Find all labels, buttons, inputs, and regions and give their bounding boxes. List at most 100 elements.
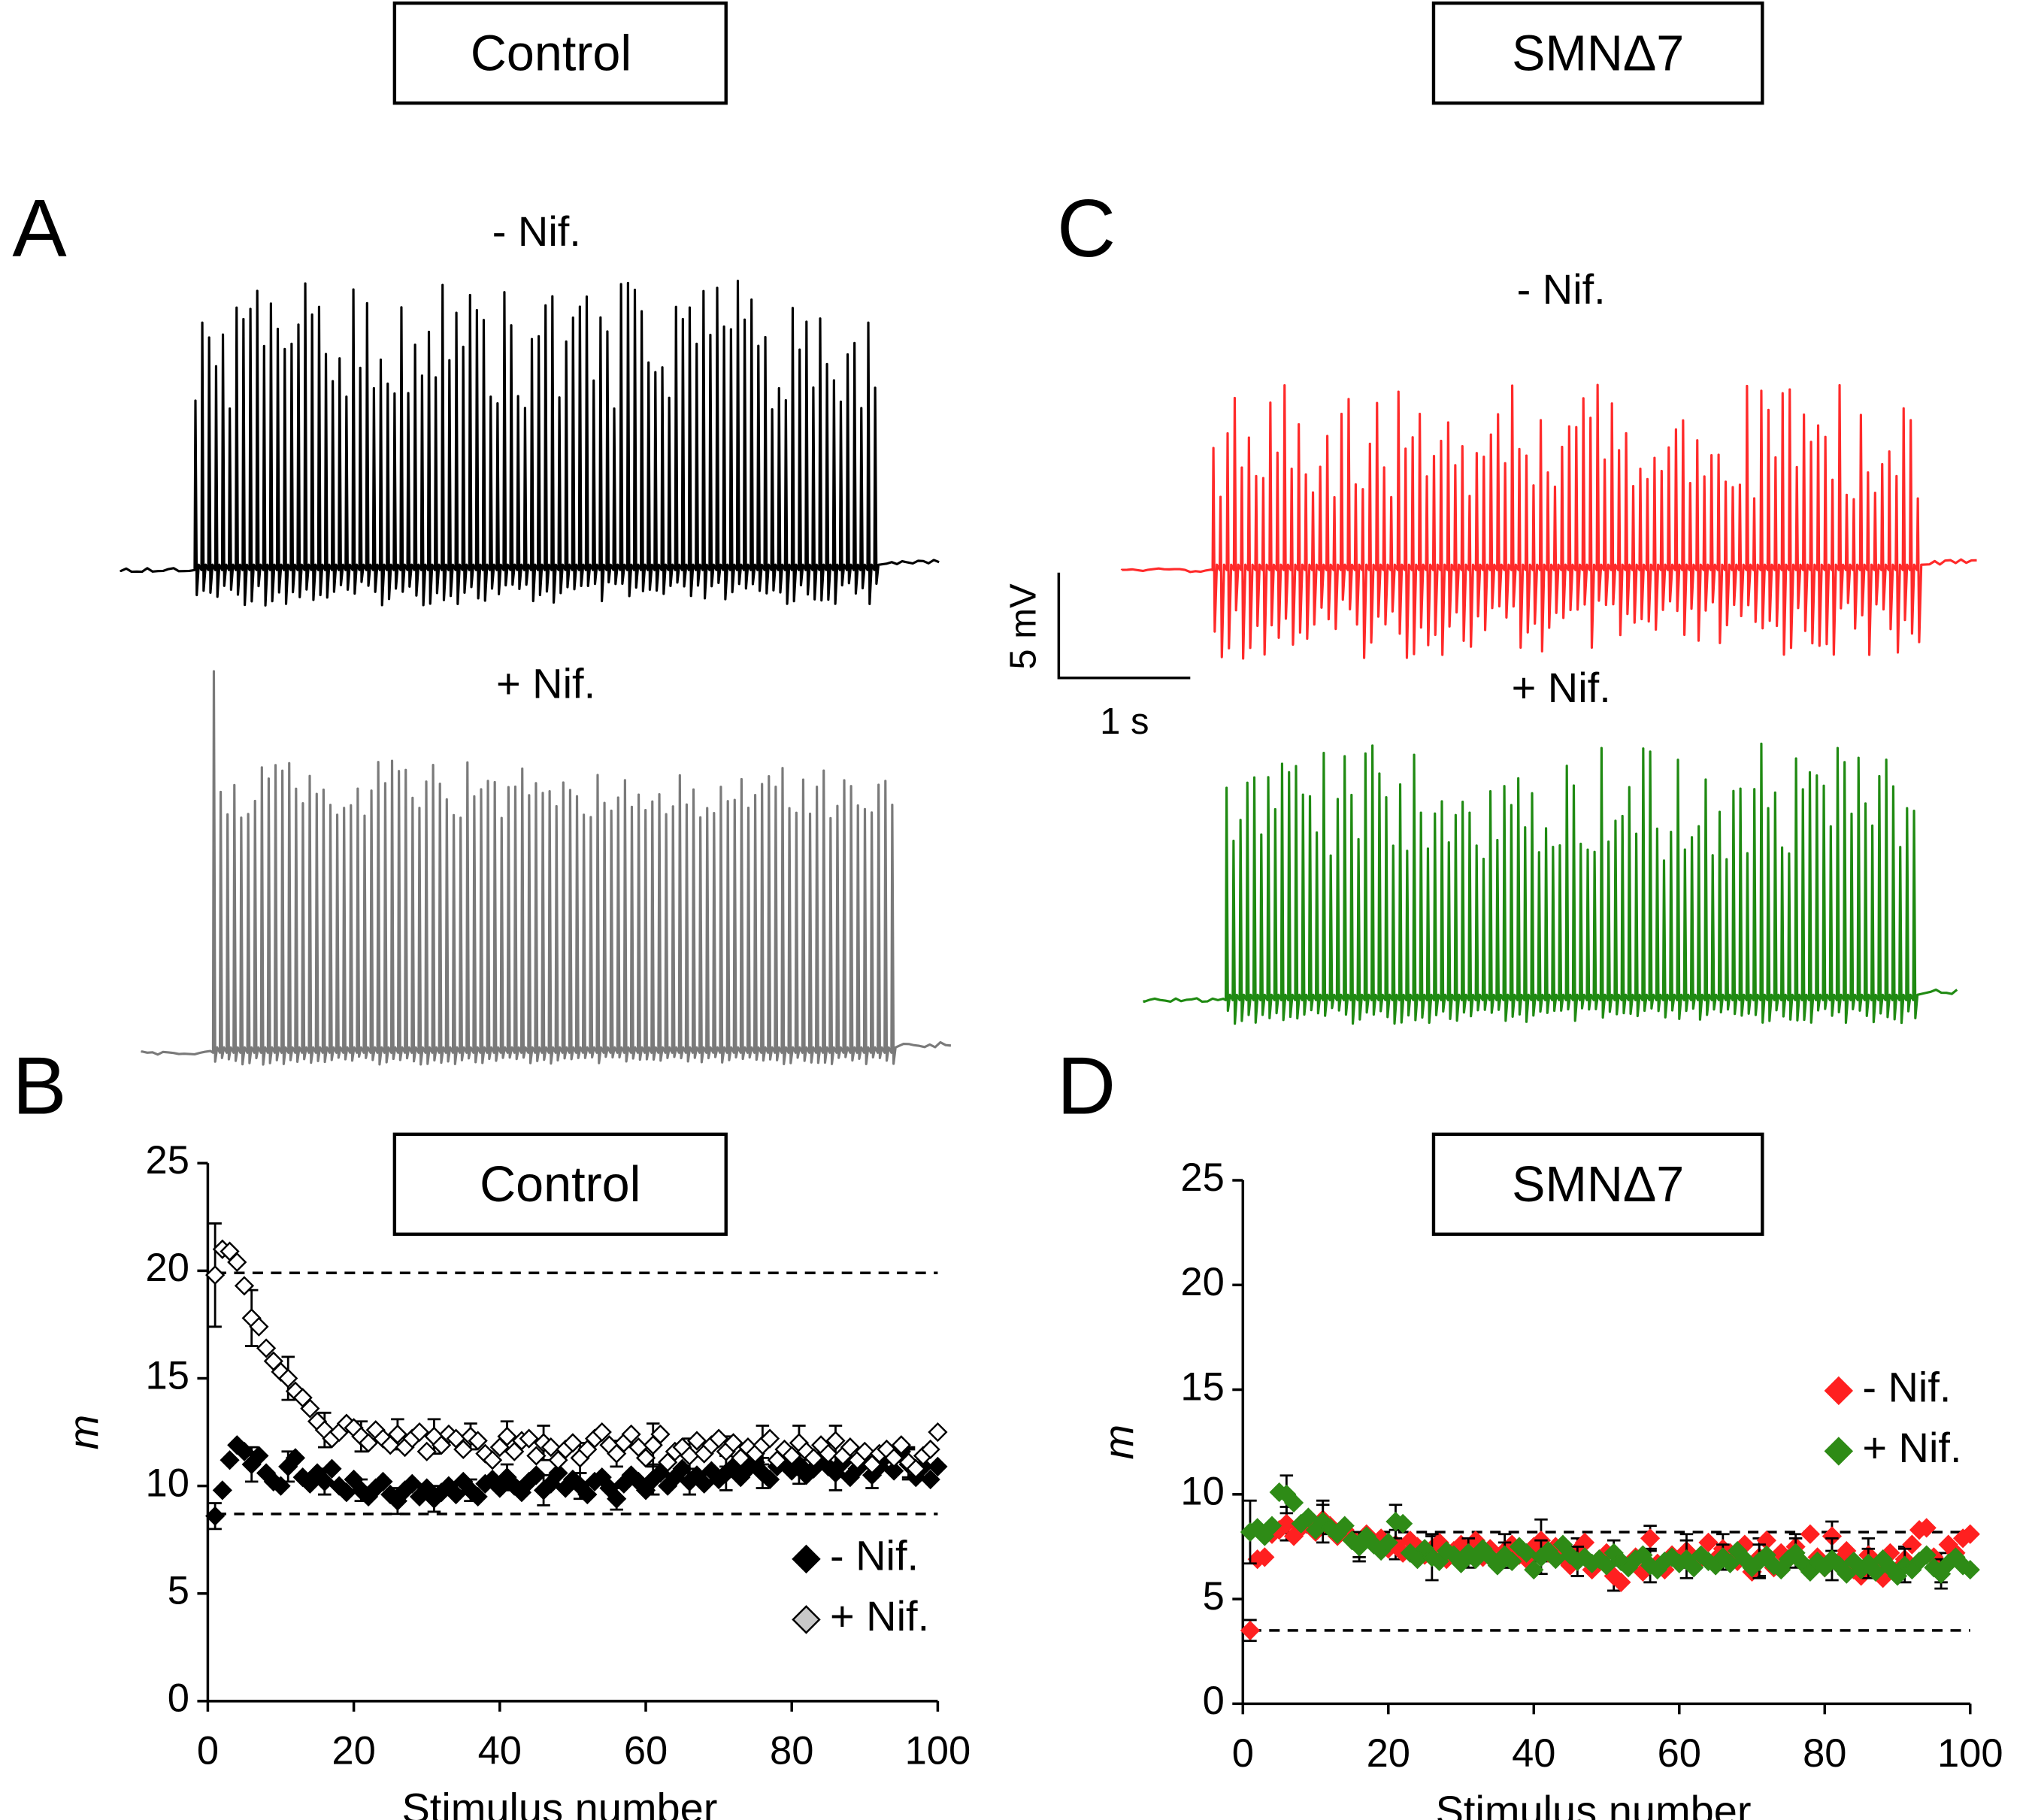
data-point [891, 1435, 911, 1455]
data-point [694, 1473, 714, 1494]
legend-marker [792, 1605, 821, 1634]
data-point [928, 1456, 948, 1476]
data-point [825, 1431, 846, 1451]
data-point [635, 1448, 656, 1468]
y-tick-label: 10 [1180, 1470, 1224, 1514]
data-point [607, 1488, 627, 1509]
panel-letter: B [12, 1040, 66, 1131]
x-tick-label: 80 [1803, 1731, 1846, 1776]
data-point [818, 1443, 838, 1464]
data-point [782, 1446, 802, 1466]
data-point [1393, 1513, 1413, 1534]
data-point [468, 1431, 488, 1451]
data-point [256, 1338, 277, 1358]
header-box [1431, 2, 1764, 105]
data-point [249, 1446, 269, 1466]
y-tick-label: 10 [146, 1461, 189, 1505]
x-axis-label: Stimulus number [1436, 1787, 1752, 1820]
legend-label: + Nif. [1862, 1424, 1961, 1471]
trace-label: + Nif. [496, 660, 595, 707]
data-point [285, 1448, 306, 1468]
data-point [373, 1471, 393, 1491]
legend-label: + Nif. [830, 1592, 929, 1640]
data-point [1837, 1564, 1857, 1584]
data-point [548, 1463, 568, 1483]
header: SMNΔ7 [1512, 26, 1684, 82]
data-point [650, 1424, 671, 1445]
data-point [526, 1465, 547, 1485]
data-point [278, 1368, 298, 1388]
data-point [621, 1424, 641, 1445]
data-point [416, 1441, 437, 1461]
data-point [358, 1433, 379, 1453]
data-point [1916, 1545, 1937, 1565]
data-point [1240, 1620, 1261, 1640]
header-box [392, 2, 728, 105]
y-tick-label: 15 [146, 1353, 189, 1398]
chart-title: Control [480, 1157, 640, 1213]
data-point [1960, 1524, 1980, 1544]
data-point [497, 1426, 517, 1446]
voltage-trace [141, 670, 952, 1066]
y-tick-label: 20 [146, 1246, 189, 1290]
data-point [409, 1422, 430, 1443]
data-point [884, 1448, 904, 1468]
data-point [1698, 1532, 1719, 1552]
scale-bar-label: 5 mV [1004, 583, 1044, 670]
data-point [723, 1433, 743, 1453]
data-point [840, 1437, 860, 1458]
x-axis-label: Stimulus number [401, 1785, 717, 1820]
y-tick-label: 5 [168, 1569, 189, 1613]
data-point [402, 1473, 422, 1494]
data-point [446, 1484, 466, 1505]
data-point [686, 1431, 707, 1451]
legend-marker [792, 1544, 821, 1574]
x-tick-label: 100 [1937, 1731, 2003, 1776]
data-point [483, 1450, 503, 1470]
data-point [314, 1471, 335, 1491]
data-point [920, 1439, 940, 1460]
data-point [205, 1265, 226, 1286]
panel-letter: A [12, 183, 67, 274]
data-point [577, 1484, 598, 1505]
voltage-trace [1143, 742, 1958, 1025]
data-point [855, 1441, 875, 1461]
data-point [804, 1448, 824, 1468]
x-tick-label: 60 [624, 1729, 668, 1773]
scale-bar [1057, 572, 1191, 680]
data-point [526, 1446, 547, 1466]
legend-label: - Nif. [1862, 1364, 1951, 1411]
trace-label: + Nif. [1512, 664, 1611, 711]
panel-letter: C [1057, 183, 1116, 274]
voltage-trace [1120, 383, 1977, 660]
data-point [212, 1480, 232, 1501]
data-point [519, 1428, 539, 1449]
x-tick-label: 100 [905, 1729, 971, 1773]
data-point [205, 1506, 226, 1526]
data-point [920, 1469, 940, 1490]
data-point [322, 1458, 342, 1479]
x-tick-label: 20 [332, 1729, 375, 1773]
data-point [759, 1428, 780, 1449]
chart-title: SMNΔ7 [1512, 1157, 1684, 1213]
y-tick-label: 0 [1203, 1679, 1225, 1723]
data-point [227, 1252, 247, 1273]
header: Control [471, 26, 631, 82]
data-point [1611, 1572, 1631, 1592]
data-point [220, 1450, 240, 1470]
x-tick-label: 0 [197, 1729, 219, 1773]
y-axis-label: m [59, 1415, 107, 1450]
data-point [1596, 1555, 1617, 1576]
data-point [562, 1433, 583, 1453]
data-point [468, 1486, 488, 1507]
y-tick-label: 25 [1180, 1155, 1224, 1200]
title-box [392, 1132, 728, 1236]
data-point [1902, 1534, 1922, 1555]
scale-bar-label: 1 s [1100, 701, 1149, 742]
y-tick-label: 5 [1203, 1574, 1225, 1619]
legend-label: - Nif. [830, 1532, 919, 1579]
panel-letter: D [1057, 1040, 1116, 1131]
data-point [1255, 1547, 1275, 1567]
data-point [1516, 1543, 1537, 1563]
